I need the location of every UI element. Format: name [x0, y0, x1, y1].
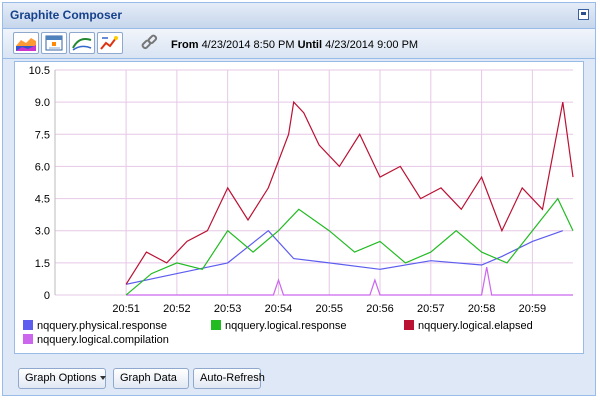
graph-image[interactable]: 0 1.5 3.0 4.5 6.0 7.5 9.0 10.5 20:51 20:52 20:53 20… [14, 61, 584, 354]
series-line-logical-elapsed [125, 100, 574, 285]
auto-refresh-label: Auto-Refresh [200, 372, 265, 384]
graph-data-button[interactable]: Graph Data [113, 368, 189, 389]
graph-chart: 0 1.5 3.0 4.5 6.0 7.5 9.0 10.5 20:51 20:52 20:53 20… [23, 65, 574, 346]
legend-label: nqquery.logical.elapsed [418, 320, 533, 332]
from-value: 4/23/2014 8:50 PM [201, 39, 295, 51]
graph-type-icon [16, 38, 36, 51]
options-button[interactable] [97, 32, 123, 54]
x-tick-label: 20:55 [315, 303, 343, 315]
graph-options-label: Graph Options [25, 372, 97, 384]
calendar-button[interactable] [41, 32, 67, 54]
window-titlebar: Graphite Composer [3, 3, 595, 29]
y-tick-label: 7.5 [35, 129, 50, 141]
graphite-composer-window: Graphite Composer [2, 2, 596, 396]
legend-swatch [211, 320, 221, 330]
legend-label: nqquery.logical.response [225, 320, 346, 332]
chevron-down-icon [99, 376, 106, 381]
composer-toolbar: From 4/23/2014 8:50 PM Until 4/23/2014 9… [3, 29, 595, 59]
x-tick-label: 20:51 [112, 303, 140, 315]
link-icon [141, 34, 158, 50]
x-tick-label: 20:54 [265, 303, 293, 315]
graph-options-button[interactable]: Graph Options [18, 368, 106, 389]
legend-swatch [404, 320, 414, 330]
y-tick-label: 4.5 [35, 194, 50, 206]
legend-swatch [23, 334, 33, 344]
y-tick-label: 0 [44, 290, 50, 302]
until-label: Until [297, 39, 323, 51]
y-tick-label: 3.0 [35, 226, 50, 238]
series-line-physical-response [125, 229, 563, 285]
y-tick-label: 1.5 [35, 258, 50, 270]
x-tick-label: 20:58 [468, 303, 496, 315]
window-title: Graphite Composer [10, 8, 123, 22]
series-line-logical-response [125, 197, 574, 296]
x-tick-label: 20:53 [214, 303, 242, 315]
from-label: From [171, 39, 199, 51]
auto-refresh-button[interactable]: Auto-Refresh [193, 368, 265, 389]
line-mode-icon [72, 38, 92, 51]
options-icon [100, 36, 118, 50]
graph-data-label: Graph Data [120, 372, 177, 384]
x-tick-label: 20:57 [417, 303, 445, 315]
y-tick-label: 9.0 [35, 97, 50, 109]
graph-type-button[interactable] [13, 32, 39, 54]
line-mode-button[interactable] [69, 32, 95, 54]
calendar-icon [45, 35, 63, 51]
x-tick-label: 20:59 [519, 303, 547, 315]
until-value: 4/23/2014 9:00 PM [325, 39, 419, 51]
bottom-button-bar: Graph Options Graph Data Auto-Refresh [3, 368, 595, 394]
time-range[interactable]: From 4/23/2014 8:50 PM Until 4/23/2014 9… [171, 39, 418, 51]
x-tick-label: 20:56 [366, 303, 394, 315]
legend-label: nqquery.physical.response [37, 320, 167, 332]
y-tick-label: 10.5 [29, 65, 50, 77]
legend-swatch [23, 320, 33, 330]
series-line-logical-compilation [126, 266, 573, 296]
x-tick-label: 20:52 [163, 303, 191, 315]
legend-label: nqquery.logical.compilation [37, 334, 169, 346]
y-tick-label: 6.0 [35, 161, 50, 173]
link-button[interactable] [137, 32, 163, 54]
collapse-icon[interactable] [578, 9, 589, 20]
